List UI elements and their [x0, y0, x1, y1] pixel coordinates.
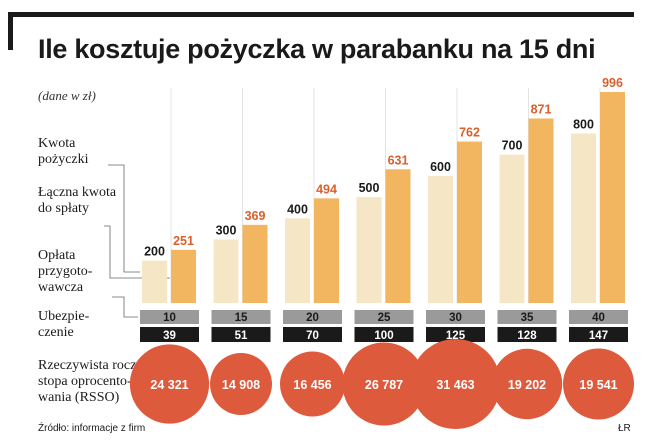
- rsso-circle: [342, 342, 426, 426]
- fee-box: [354, 310, 414, 324]
- insurance-box: [211, 327, 271, 342]
- frame-left-bar: [8, 12, 13, 50]
- loan-value-label: 200: [144, 245, 165, 259]
- insurance-box: [354, 327, 414, 342]
- rsso-circle: [129, 344, 210, 424]
- loan-bar: [356, 197, 382, 303]
- total-value-label: 494: [316, 182, 337, 196]
- total-value-label: 996: [602, 76, 623, 90]
- legend-total-label: Łączna kwota do spłaty: [38, 185, 117, 216]
- rsso-circle: [410, 339, 501, 429]
- loan-value-label: 500: [359, 181, 380, 195]
- insurance-box: [283, 327, 342, 342]
- insurance-value-label: 39: [163, 330, 176, 342]
- leader-line-total: [104, 225, 170, 279]
- legend-rsso-label: Rzeczywista roczna stopa oprocento-wania…: [38, 358, 150, 405]
- rsso-value-label: 19 202: [508, 378, 546, 392]
- rsso-value-label: 26 787: [365, 378, 403, 392]
- total-bar: [457, 141, 482, 303]
- total-value-label: 251: [173, 234, 194, 248]
- loan-value-label: 600: [430, 160, 451, 174]
- fee-value-label: 40: [592, 312, 605, 324]
- insurance-value-label: 147: [589, 330, 608, 342]
- insurance-value-label: 70: [306, 330, 319, 342]
- rsso-circle: [210, 353, 272, 415]
- frame-top-bar: [8, 12, 634, 17]
- fee-value-label: 35: [521, 312, 534, 324]
- insurance-box: [497, 327, 557, 342]
- rsso-value-label: 16 456: [293, 378, 331, 392]
- insurance-value-label: 128: [517, 330, 537, 342]
- insurance-value-label: 51: [235, 330, 248, 342]
- rsso-circle: [491, 348, 563, 420]
- total-bar: [314, 198, 339, 303]
- insurance-box: [140, 327, 199, 342]
- rsso-value-label: 14 908: [222, 378, 260, 392]
- fee-box: [426, 310, 485, 324]
- loan-value-label: 800: [573, 118, 594, 132]
- total-value-label: 631: [388, 153, 409, 167]
- fee-value-label: 30: [449, 312, 462, 324]
- insurance-value-label: 125: [446, 330, 466, 342]
- total-bar: [171, 249, 196, 303]
- total-value-label: 369: [245, 209, 266, 223]
- leader-line-fee: [112, 296, 138, 318]
- total-bar: [385, 169, 411, 303]
- loan-bar: [499, 154, 525, 303]
- fee-value-label: 15: [235, 312, 248, 324]
- loan-bar: [428, 175, 453, 303]
- legend-insurance-label: Ubezpie-czenie: [38, 309, 90, 340]
- author-initials: ŁR: [618, 423, 631, 434]
- loan-bar: [142, 260, 167, 303]
- source-note: Źródło: informacje z firm: [38, 423, 146, 434]
- unit-note: (dane w zł): [38, 88, 96, 103]
- legend-loan-label: Kwota pożyczki: [38, 136, 89, 167]
- leader-line-loan: [108, 164, 140, 273]
- fee-value-label: 25: [378, 312, 391, 324]
- loan-bar: [213, 239, 239, 303]
- rsso-circle: [280, 351, 345, 417]
- total-bar: [528, 118, 554, 303]
- loan-value-label: 700: [502, 139, 523, 153]
- loan-value-label: 400: [287, 202, 308, 216]
- rsso-value-label: 31 463: [436, 378, 474, 392]
- insurance-value-label: 100: [374, 330, 393, 342]
- total-bar: [600, 92, 625, 303]
- total-value-label: 871: [531, 102, 552, 116]
- loan-bar: [285, 218, 310, 303]
- fee-box: [211, 310, 271, 324]
- fee-box: [283, 310, 342, 324]
- rsso-value-label: 24 321: [150, 378, 188, 392]
- rsso-circle: [563, 348, 634, 420]
- fee-box: [140, 310, 199, 324]
- fee-value-label: 10: [163, 312, 176, 324]
- legend-fee-label: Opłata przygoto-wawcza: [38, 248, 93, 295]
- insurance-box: [426, 327, 485, 342]
- total-value-label: 762: [459, 126, 480, 140]
- loan-bar: [571, 133, 596, 303]
- total-bar: [242, 224, 268, 303]
- fee-box: [569, 310, 628, 324]
- loan-value-label: 300: [216, 223, 237, 237]
- rsso-value-label: 19 541: [579, 378, 617, 392]
- fee-value-label: 20: [306, 312, 319, 324]
- chart-title: Ile kosztuje pożyczka w parabanku na 15 …: [38, 34, 596, 64]
- fee-box: [497, 310, 557, 324]
- insurance-box: [569, 327, 628, 342]
